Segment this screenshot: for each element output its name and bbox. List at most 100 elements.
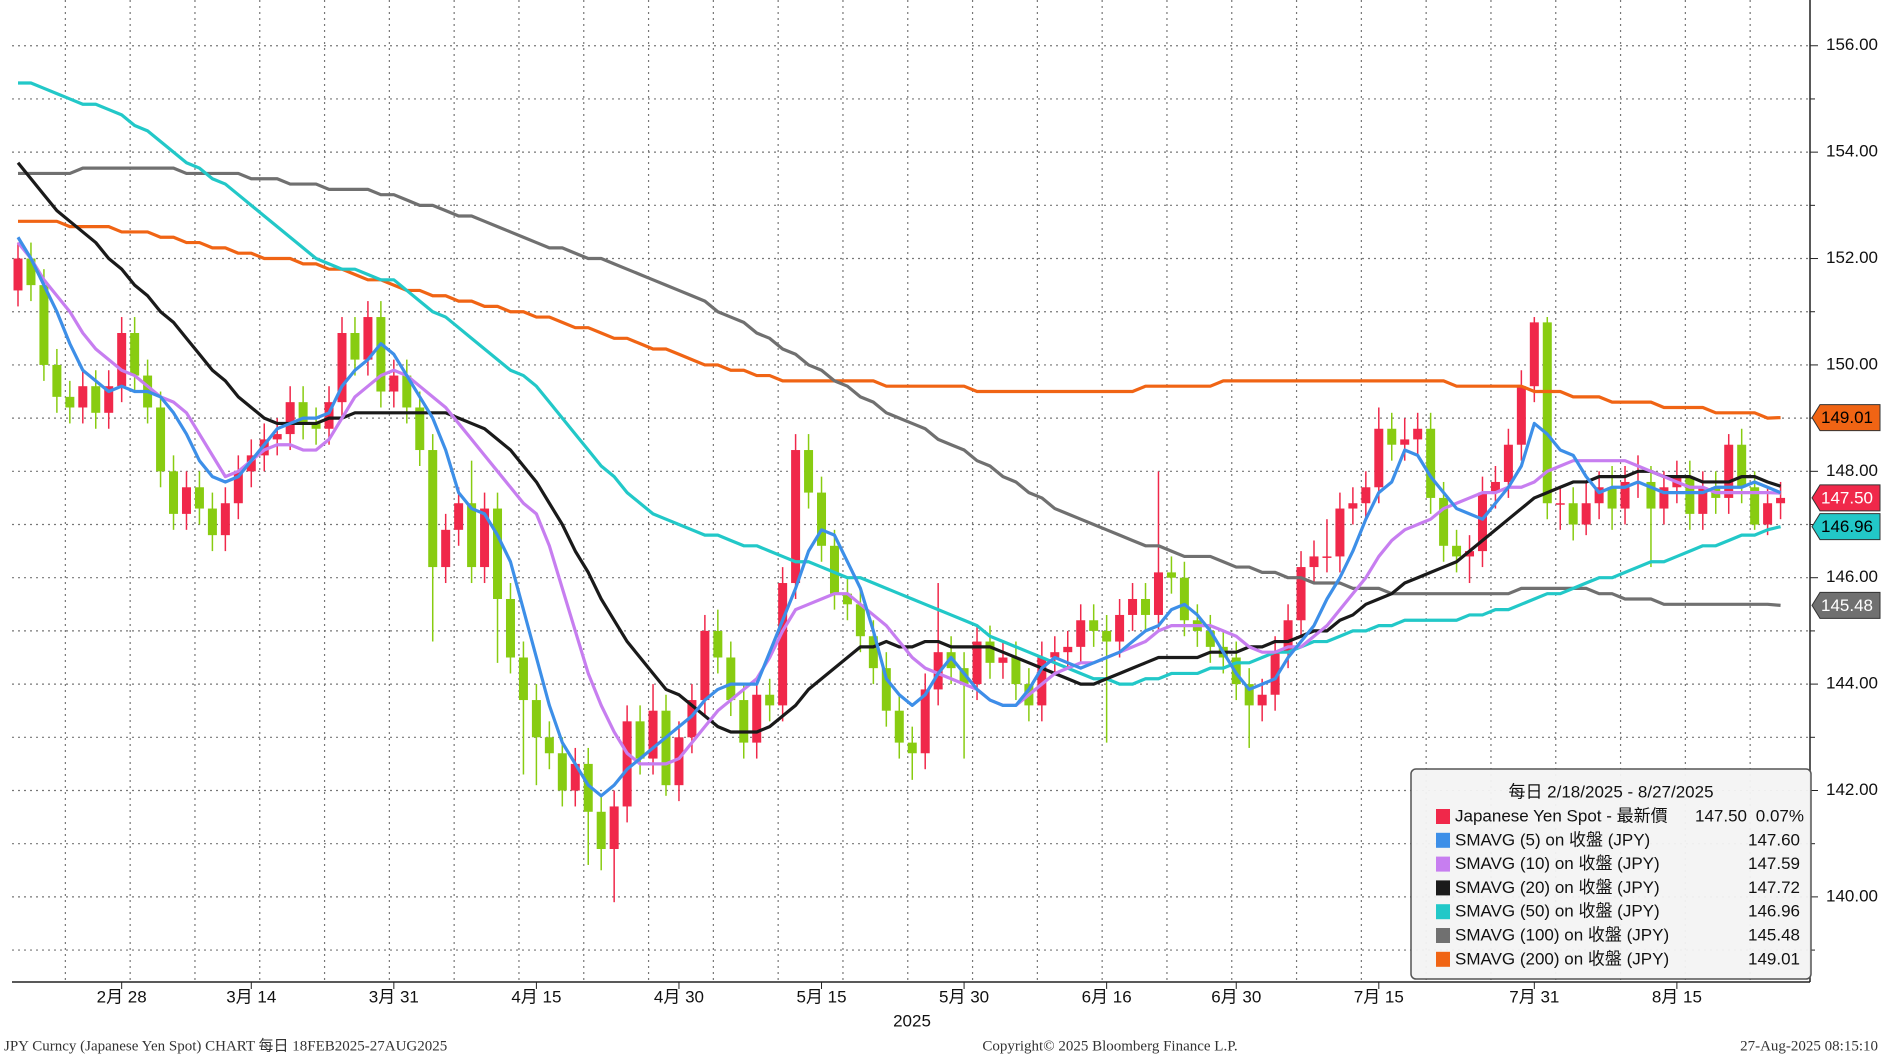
y-tick-label: 142.00 <box>1826 780 1878 799</box>
candle-body <box>881 668 891 711</box>
candle-body <box>829 545 839 594</box>
candle-body <box>959 668 969 685</box>
candle-body <box>907 742 917 754</box>
candle-body <box>13 258 23 291</box>
value-tag-label: 145.48 <box>1821 596 1873 615</box>
candle-body <box>272 434 282 440</box>
ma-line <box>16 236 1782 798</box>
candle-body <box>661 710 671 786</box>
candle-body <box>311 423 321 429</box>
candle-body <box>1750 487 1760 525</box>
candle-body <box>1257 694 1267 706</box>
candle-body <box>285 402 295 435</box>
candle-body <box>531 700 541 738</box>
candle-body <box>920 689 930 754</box>
candle-body <box>454 503 464 530</box>
value-tag <box>1811 404 1881 432</box>
candle-body <box>324 402 334 429</box>
candle-body <box>1737 444 1747 488</box>
ma-line <box>18 166 1781 607</box>
candle-body <box>1153 572 1163 615</box>
candle-body <box>65 396 75 408</box>
candle-body <box>505 598 515 658</box>
candle-body <box>778 583 788 706</box>
candle-body <box>518 657 528 701</box>
candle-body <box>713 630 723 658</box>
legend-label: SMAVG (200) on 收盤 (JPY) <box>1455 949 1669 968</box>
candle-body <box>1011 657 1021 685</box>
y-tick-label: 154.00 <box>1826 142 1878 161</box>
candle-body <box>570 763 580 791</box>
candle-body <box>933 652 943 690</box>
legend-value: 147.72 <box>1748 878 1800 897</box>
legend-swatch <box>1436 951 1450 967</box>
candle-body <box>246 455 256 472</box>
legend-swatch <box>1436 809 1450 824</box>
candle-body <box>791 450 801 584</box>
legend: 每日 2/18/2025 - 8/27/2025 Japanese Yen Spo… <box>1410 768 1812 980</box>
ma-line <box>18 219 1781 420</box>
candle-body <box>233 471 243 504</box>
legend-label: SMAVG (50) on 收盤 (JPY) <box>1455 902 1660 921</box>
candle-body <box>415 407 425 451</box>
candle-body <box>544 737 554 754</box>
legend-value: 146.96 <box>1748 902 1800 921</box>
candle-body <box>635 721 645 759</box>
candle-body <box>1322 556 1332 558</box>
candle-body <box>985 641 995 663</box>
candle-body <box>78 386 88 408</box>
candle-body <box>156 407 166 472</box>
candle-body <box>39 285 49 365</box>
legend-swatch <box>1436 928 1450 943</box>
candle-body <box>1400 439 1410 445</box>
candle-body <box>1452 545 1462 557</box>
x-tick-label: 5月 30 <box>939 987 989 1006</box>
candle-body <box>480 508 490 568</box>
legend-swatch <box>1436 904 1450 920</box>
candle-body <box>1063 646 1073 653</box>
legend-value: 147.50 <box>1695 806 1747 825</box>
candle-body <box>1724 444 1734 498</box>
legend-label: SMAVG (100) on 收盤 (JPY) <box>1455 925 1669 944</box>
candle-body <box>1594 487 1604 504</box>
x-tick-label: 4月 30 <box>654 987 704 1006</box>
candle-body <box>700 630 710 701</box>
candle-body <box>1490 481 1500 493</box>
legend-label: Japanese Yen Spot - 最新價 <box>1455 806 1668 825</box>
x-tick-label: 4月 15 <box>511 987 561 1006</box>
candle-body <box>1270 652 1280 695</box>
candle-body <box>557 753 567 791</box>
candle-body <box>1503 444 1513 482</box>
candle-body <box>428 450 438 568</box>
candle-body <box>1374 428 1384 488</box>
legend-swatch <box>1436 880 1450 896</box>
candle-body <box>350 333 360 360</box>
candle-body <box>493 508 503 599</box>
candle-body <box>946 652 956 669</box>
candle-body <box>52 364 62 397</box>
candle-body <box>1205 630 1215 647</box>
ma-line <box>16 241 1781 766</box>
candle-body <box>1413 428 1423 440</box>
candle-body <box>1283 620 1293 653</box>
candle-body <box>1102 630 1112 642</box>
candle-body <box>1763 503 1773 525</box>
candle-body <box>674 737 684 786</box>
candle-body <box>376 317 386 392</box>
candle-body <box>765 694 775 706</box>
candle-body <box>752 694 762 743</box>
candle-body <box>259 439 269 456</box>
legend-value: 145.48 <box>1748 925 1800 944</box>
candle-body <box>1387 428 1397 445</box>
candle-body <box>1465 551 1475 557</box>
candle-body <box>1477 492 1487 552</box>
candle-body <box>363 317 373 360</box>
candle-body <box>1529 322 1539 387</box>
legend-box <box>1410 768 1812 980</box>
footer-left: JPY Curncy (Japanese Yen Spot) CHART 每日 … <box>4 1037 447 1054</box>
candle-body <box>1166 572 1176 578</box>
candle-body <box>1089 620 1099 631</box>
candle-body <box>1244 684 1254 706</box>
value-tag <box>1811 591 1881 619</box>
candle-body <box>194 487 204 509</box>
